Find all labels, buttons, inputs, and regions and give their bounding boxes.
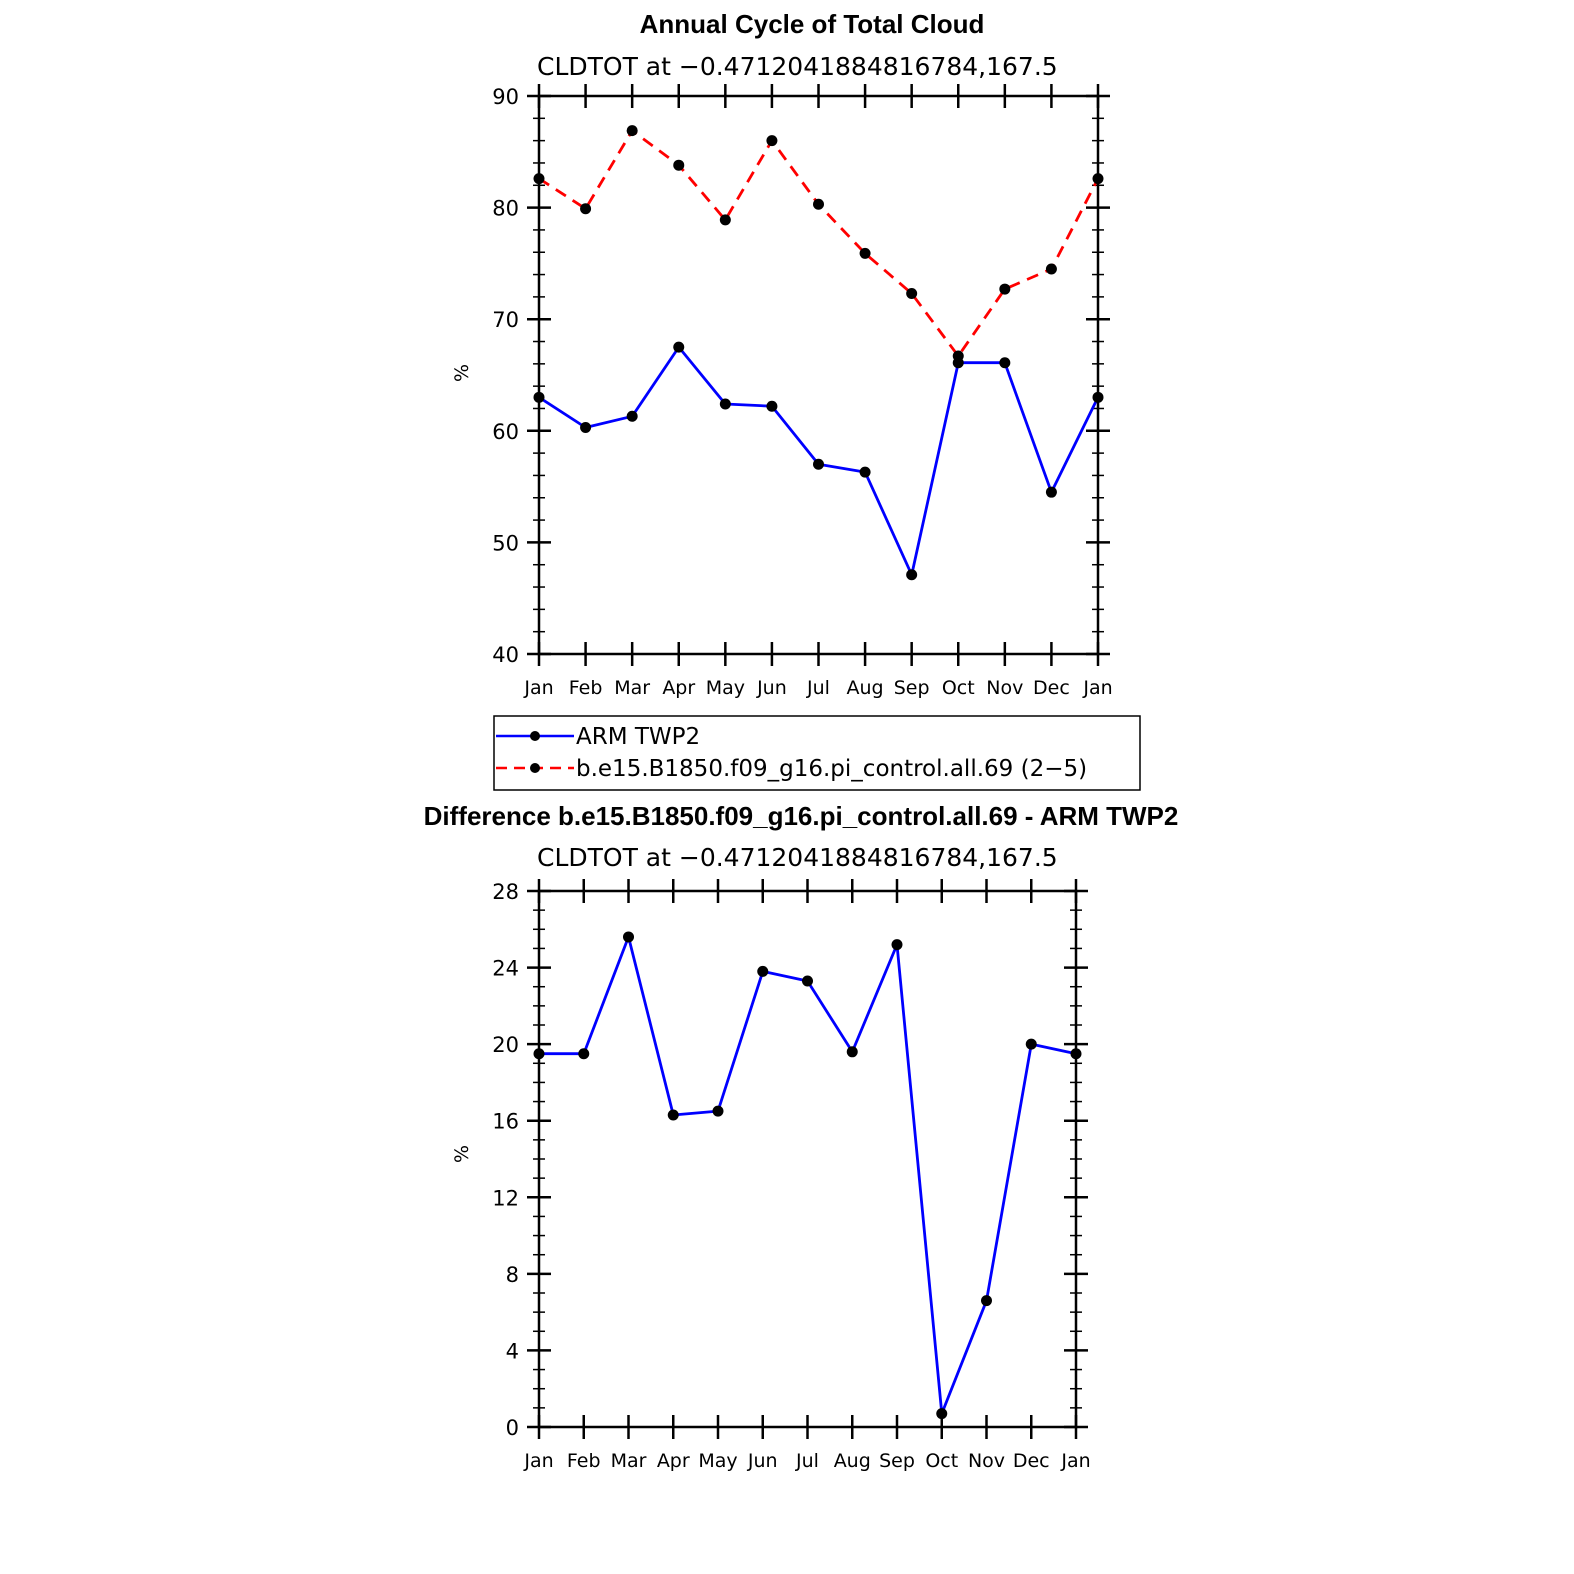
x-tick-label: Jan [1060,1450,1090,1472]
legend-marker-model [530,763,540,773]
y-tick-label: 40 [492,643,519,667]
data-point [802,975,813,987]
data-point [673,341,685,353]
y-tick-label: 80 [492,197,519,221]
data-point [846,1046,858,1058]
chart-subtitle: CLDTOT at −0.4712041884816784,167.5 [537,843,1058,872]
x-tick-label: Jan [1082,677,1112,699]
data-point [626,125,638,137]
data-point [936,1408,948,1420]
x-tick-label: Jun [747,1450,778,1472]
y-tick-label: 60 [492,420,519,444]
y-axis-label: % [451,364,473,382]
data-point [673,159,685,171]
chart-subtitle: CLDTOT at −0.4712041884816784,167.5 [537,52,1058,81]
chart-title: Difference b.e15.B1850.f09_g16.pi_contro… [424,801,1179,831]
data-point [580,421,592,433]
x-tick-label: Aug [834,1450,871,1472]
x-tick-label: Feb [569,677,603,699]
plot-area: 0 4 8 12 16 20 24 28 Jan Feb Mar Apr May Jun Jul Aug Sep… [492,879,1091,1472]
x-tick-label: Oct [925,1450,958,1472]
data-point [1092,173,1104,185]
y-tick-label: 20 [492,1033,519,1057]
data-point [533,1048,545,1060]
data-point [626,410,638,422]
x-tick-label: Dec [1033,677,1070,699]
data-point [1025,1038,1037,1050]
x-tick-label: Sep [879,1450,915,1472]
y-tick-label: 70 [492,308,519,332]
data-point [766,135,778,147]
y-tick-label: 50 [492,531,519,555]
x-tick-label: Jul [806,677,830,699]
x-tick-label: Feb [567,1450,601,1472]
legend-item-arm-twp2: ARM TWP2 [496,724,700,750]
difference-panel: Difference b.e15.B1850.f09_g16.pi_contro… [424,801,1179,1472]
data-point [533,173,545,185]
y-tick-label: 12 [492,1186,519,1210]
y-tick-label: 8 [506,1263,519,1287]
data-point [667,1109,679,1121]
data-point [1092,391,1104,403]
data-point [906,569,918,581]
y-tick-label: 24 [492,957,519,981]
legend-label-arm-twp2: ARM TWP2 [576,724,700,750]
data-point [1045,263,1057,275]
data-point [623,931,634,943]
x-tick-label: Nov [986,677,1023,699]
data-point [1045,486,1057,498]
data-point [719,398,731,410]
x-tick-label: May [706,677,745,699]
data-point [859,466,871,478]
x-tick-label: Apr [657,1450,690,1472]
data-point [999,357,1011,369]
data-point [813,458,824,470]
x-tick-label: Jan [523,1450,553,1472]
x-tick-label: Nov [968,1450,1005,1472]
y-tick-label: 16 [492,1110,519,1134]
legend-marker-arm-twp2 [530,731,540,741]
x-tick-label: Apr [662,677,695,699]
data-point [580,203,592,215]
legend: ARM TWP2 b.e15.B1850.f09_g16.pi_control.… [493,715,1141,791]
data-point [952,350,964,362]
x-tick-label: Sep [894,677,930,699]
chart-title: Annual Cycle of Total Cloud [640,9,985,39]
annual-cycle-panel: Annual Cycle of Total Cloud CLDTOT at −0… [451,9,1113,699]
data-point [999,283,1011,295]
x-tick-label: Jan [523,677,553,699]
data-point [906,288,918,300]
data-point [981,1295,992,1307]
y-tick-label: 28 [492,880,519,904]
legend-box [493,715,1141,791]
x-tick-label: May [698,1450,737,1472]
y-tick-label: 90 [492,85,519,109]
y-tick-label: 4 [506,1339,519,1363]
legend-item-model: b.e15.B1850.f09_g16.pi_control.all.69 (2… [496,756,1087,782]
y-tick-label: 0 [506,1416,519,1440]
data-point [757,965,769,977]
data-point [766,400,778,412]
x-tick-label: Aug [847,677,884,699]
data-point [533,391,545,403]
x-tick-label: Mar [614,677,650,699]
x-tick-label: Jun [756,677,787,699]
data-point [712,1105,724,1117]
data-point [813,198,824,210]
x-tick-label: Dec [1013,1450,1050,1472]
x-tick-label: Jul [795,1450,819,1472]
data-point [578,1048,590,1060]
data-point [891,939,903,951]
data-point [1070,1048,1082,1060]
x-tick-label: Mar [611,1450,647,1472]
plot-area: 40 50 60 70 80 90 Jan Feb Mar Apr May Jun Jul Aug Sep O… [492,84,1113,699]
y-axis-label: % [451,1145,473,1163]
data-point [719,214,731,226]
legend-label-model: b.e15.B1850.f09_g16.pi_control.all.69 (2… [576,756,1087,782]
data-point [859,247,871,259]
x-tick-label: Oct [942,677,975,699]
